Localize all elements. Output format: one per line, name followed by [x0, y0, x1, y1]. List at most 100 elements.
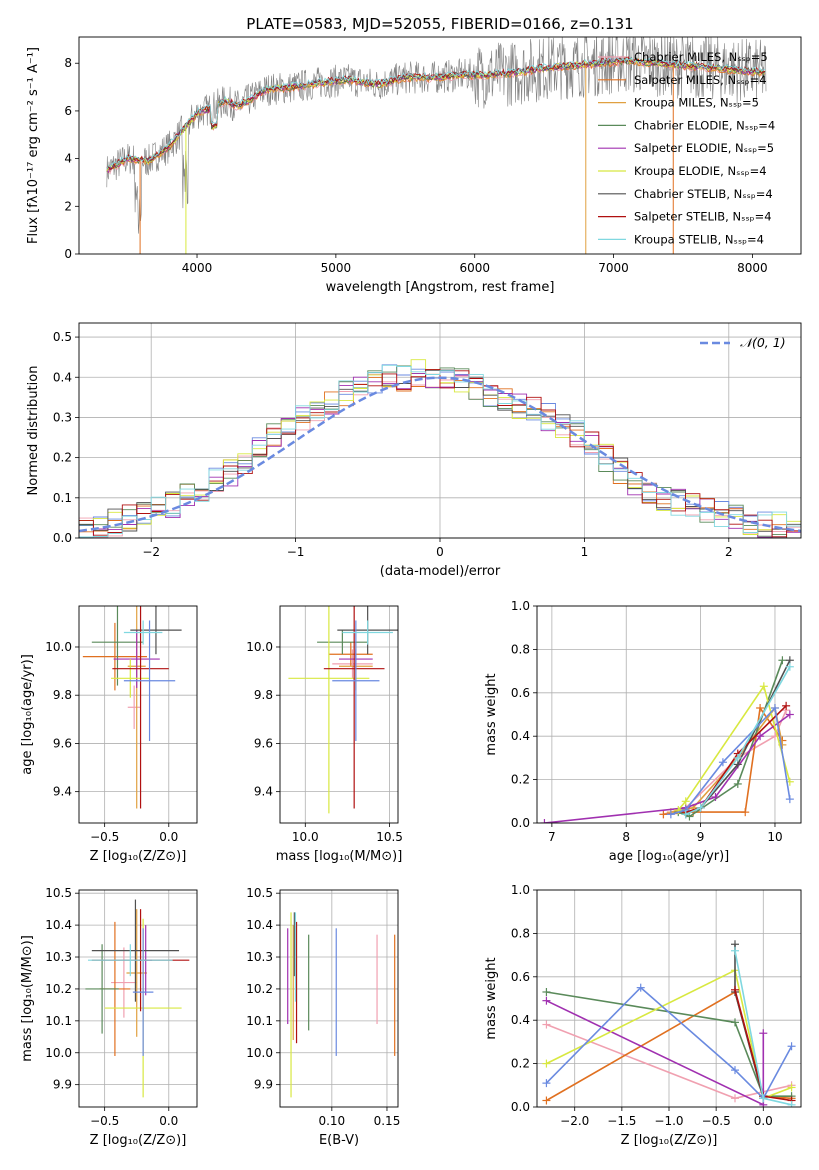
x-tick-label: −1.5	[607, 1114, 636, 1128]
y-tick-label: 10.0	[45, 1046, 72, 1060]
x-axis-label: E(B-V)	[319, 1133, 359, 1148]
model-spectrum-line	[106, 56, 766, 171]
legend-label: Chabrier MILES, Nₛₛₚ=5	[634, 50, 768, 64]
normal-curve-line	[79, 376, 801, 533]
x-tick-label: −2.0	[560, 1114, 589, 1128]
x-tick-label: 2	[725, 545, 733, 559]
y-tick-label: 0.4	[53, 370, 72, 384]
plot-area	[287, 912, 396, 1098]
plot-area	[106, 37, 767, 254]
y-tick-label: 10.3	[246, 950, 273, 964]
y-tick-label: 0.4	[511, 1013, 530, 1027]
axes-frame	[78, 36, 802, 255]
x-axis-label: age [log₁₀(age/yr)]	[609, 849, 730, 864]
weight-series-line	[678, 660, 784, 818]
legend-label: Chabrier STELIB, Nₛₛₚ=4	[634, 187, 773, 201]
x-tick-label: 5000	[321, 261, 352, 275]
x-tick-label: −1.0	[654, 1114, 683, 1128]
legend-label: Kroupa ELODIE, Nₛₛₚ=4	[634, 164, 767, 178]
plot-area	[82, 606, 182, 809]
legend: 𝒩(0, 1)	[700, 335, 786, 350]
y-tick-label: 0	[64, 247, 72, 261]
weight-series-line	[546, 999, 765, 1107]
legend-label: Salpeter ELODIE, Nₛₛₚ=5	[634, 141, 774, 155]
x-tick-label: −0.5	[90, 1114, 119, 1128]
plot-area	[288, 606, 398, 814]
y-axis-label: Flux [fλ10⁻¹⁷ erg cm⁻² s⁻¹ A⁻¹]	[26, 47, 41, 244]
y-tick-label: 2	[64, 199, 72, 213]
y-tick-label: 9.8	[53, 688, 72, 702]
y-tick-label: 9.6	[53, 736, 72, 750]
y-tick-label: 8	[64, 56, 72, 70]
y-tick-label: 0.4	[511, 729, 530, 743]
plot-area	[79, 359, 801, 538]
y-tick-label: 9.4	[53, 785, 72, 799]
x-axis-label: (data-model)/error	[380, 564, 501, 579]
y-tick-label: 0.5	[53, 330, 72, 344]
figure-title: PLATE=0583, MJD=52055, FIBERID=0166, z=0…	[246, 15, 633, 33]
y-tick-label: 0.6	[511, 686, 530, 700]
y-tick-label: 9.4	[254, 785, 273, 799]
y-tick-label: 0.8	[511, 926, 530, 940]
x-tick-label: 8000	[737, 261, 768, 275]
y-tick-label: 10.1	[45, 1014, 72, 1028]
model-spectrum-line	[106, 58, 766, 172]
y-axis-label: Normed distribution	[26, 366, 41, 496]
chart-spectrum: 4000 5000 6000 7000 8000 0 2 4 6 8 wavelength [Ang…	[26, 36, 802, 295]
legend-label: 𝒩(0, 1)	[740, 335, 786, 350]
x-tick-label: 10	[767, 830, 782, 844]
x-tick-label: 9	[697, 830, 705, 844]
x-tick-label: 0.0	[159, 830, 178, 844]
axes-frame	[279, 889, 399, 1108]
y-tick-label: 10.0	[246, 640, 273, 654]
axes-frame	[536, 889, 802, 1108]
axes-frame	[279, 605, 399, 824]
plot-area	[542, 940, 796, 1107]
x-tick-label: 6000	[459, 261, 490, 275]
y-tick-label: 0.0	[511, 816, 530, 830]
y-tick-label: 10.2	[246, 982, 273, 996]
y-tick-label: 10.5	[246, 886, 273, 900]
y-tick-label: 0.8	[511, 642, 530, 656]
y-tick-label: 9.9	[254, 1078, 273, 1092]
x-tick-label: 1	[581, 545, 589, 559]
y-tick-label: 10.4	[246, 918, 273, 932]
x-tick-label: 7000	[598, 261, 629, 275]
chart-mass-weight-vs-Z: −2.0 −1.5 −1.0 −0.5 0.0 0.0 0.2 0.4 0.6 0.8 1.0 Z […	[484, 883, 802, 1148]
x-tick-label: 0	[436, 545, 444, 559]
y-axis-label: age [log₁₀(age/yr)]	[20, 654, 35, 775]
x-tick-label: −0.5	[90, 830, 119, 844]
y-tick-label: 0.6	[511, 970, 530, 984]
y-tick-label: 9.9	[53, 1078, 72, 1092]
legend-label: Chabrier ELODIE, Nₛₛₚ=4	[634, 118, 775, 132]
y-tick-label: 9.8	[254, 688, 273, 702]
x-axis-label: Z [log₁₀(Z/Z⊙)]	[621, 1133, 718, 1148]
x-axis-label: Z [log₁₀(Z/Z⊙)]	[90, 849, 187, 864]
x-tick-label: −0.5	[702, 1114, 731, 1128]
y-tick-label: 10.4	[45, 918, 72, 932]
x-axis-label: wavelength [Angstrom, rest frame]	[326, 280, 555, 295]
x-tick-label: 8	[622, 830, 630, 844]
x-tick-label: −1	[287, 545, 305, 559]
legend-label: Kroupa STELIB, Nₛₛₚ=4	[634, 232, 764, 246]
x-tick-label: 10.0	[292, 830, 319, 844]
axes-frame	[78, 322, 802, 539]
weight-series-line	[546, 969, 792, 1100]
y-tick-label: 6	[64, 104, 72, 118]
plot-area	[85, 899, 190, 1098]
model-spectrum-line	[106, 56, 766, 170]
weight-series-line	[685, 705, 787, 813]
plot-area	[540, 656, 794, 823]
legend-label: Salpeter MILES, Nₛₛₚ=4	[634, 73, 767, 87]
chart-mass-vs-Z: −0.5 0.0 9.9 10.0 10.1 10.2 10.3 10.4 10.5 Z [log…	[20, 886, 198, 1148]
y-tick-label: 0.2	[53, 451, 72, 465]
y-tick-label: 10.0	[246, 1046, 273, 1060]
y-tick-label: 10.5	[45, 886, 72, 900]
weight-series-line	[670, 706, 784, 813]
x-tick-label: −2	[142, 545, 160, 559]
weight-series-line	[546, 991, 792, 1097]
y-axis-label: mass weight	[484, 957, 499, 1039]
chart-mass-vs-ebv: 0.10 0.15 9.9 10.0 10.1 10.2 10.3 10.4 10.5 E(B-V…	[246, 886, 400, 1148]
y-tick-label: 10.1	[246, 1014, 273, 1028]
